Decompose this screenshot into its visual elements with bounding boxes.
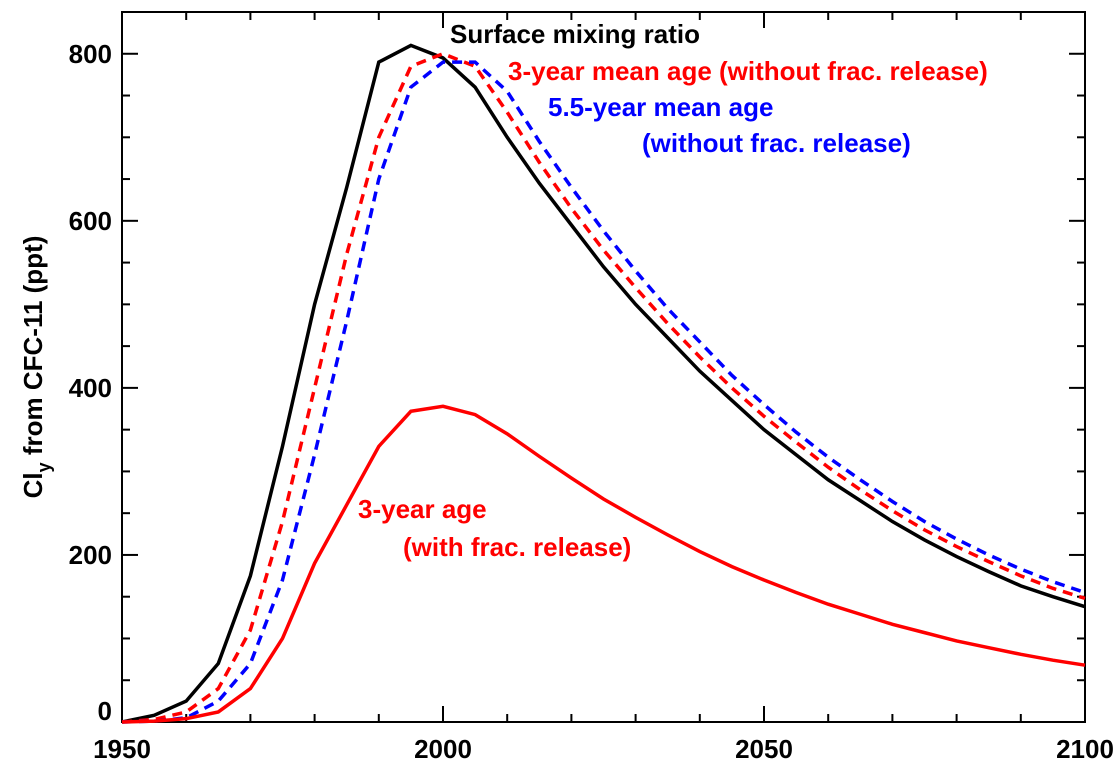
y-tick-label: 200	[69, 540, 112, 570]
series-label: (without frac. release)	[642, 128, 911, 158]
x-tick-label: 2050	[735, 734, 793, 763]
x-tick-label: 1950	[93, 734, 151, 763]
plot-frame	[121, 11, 1086, 723]
y-tick-label: 600	[69, 206, 112, 236]
series-label: 3-year mean age (without frac. release)	[508, 56, 988, 86]
series-label: 3-year age	[358, 494, 487, 524]
series-line	[121, 51, 1086, 724]
x-tick-label: 2100	[1056, 734, 1114, 763]
series-label: (with frac. release)	[403, 532, 631, 562]
y-axis-label: Cly from CFC-11 (ppt)	[18, 236, 54, 499]
y-label-main: Cl	[18, 472, 48, 498]
series-line	[121, 404, 1086, 724]
series-label: 5.5-year mean age	[548, 92, 773, 122]
series-label: Surface mixing ratio	[450, 19, 700, 49]
y-tick-label: 800	[69, 39, 112, 69]
series-line	[121, 60, 1086, 724]
x-tick-label: 2000	[414, 734, 472, 763]
y-label-rest: from CFC-11 (ppt)	[18, 236, 48, 463]
y-label-sub: y	[34, 462, 54, 472]
y-tick-label: 400	[69, 373, 112, 403]
y-tick-label: 0	[98, 696, 112, 726]
series-line	[121, 43, 1086, 724]
